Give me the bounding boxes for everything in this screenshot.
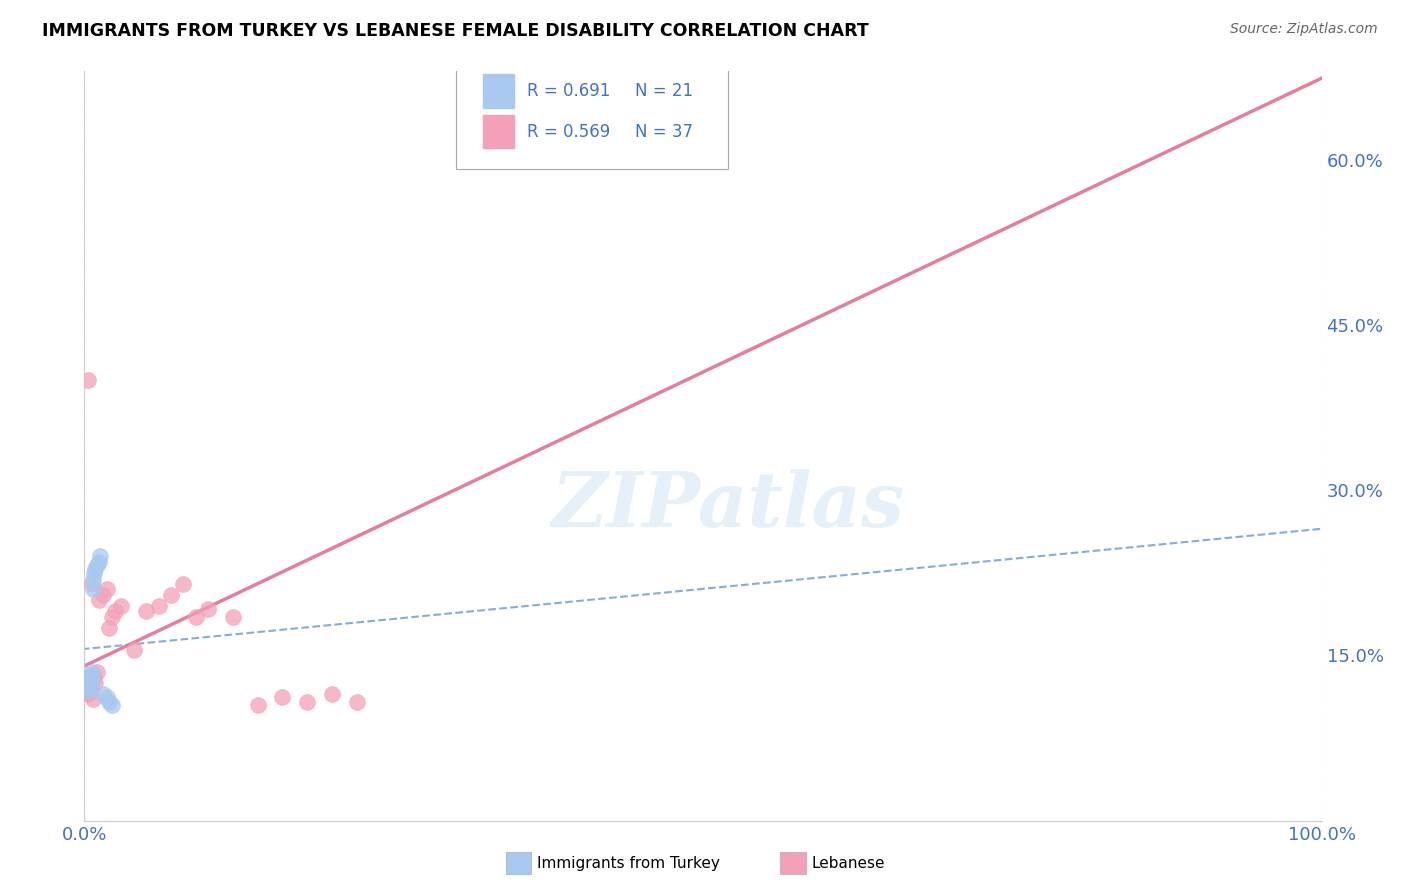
Point (76, 681, 98, 696)
Point (79, 681, 101, 696)
Point (83, 566, 105, 580)
Text: R = 0.691: R = 0.691 (527, 82, 610, 101)
Point (79, 677, 101, 691)
Point (84, 562, 107, 576)
Point (148, 599, 170, 613)
Point (77, 670, 100, 684)
Point (295, 695, 318, 709)
Point (184, 609, 207, 624)
Point (80, 665, 103, 679)
Point (80, 673, 103, 687)
Point (96, 690, 118, 705)
Point (89, 593, 111, 607)
Point (86, 558, 108, 572)
Text: ZIPatlas: ZIPatlas (551, 469, 904, 543)
Point (89, 549, 111, 564)
Point (77, 687, 100, 701)
Point (96, 582, 118, 597)
Text: Lebanese: Lebanese (811, 856, 884, 871)
FancyBboxPatch shape (482, 74, 513, 108)
Point (79, 673, 101, 687)
Point (160, 588, 183, 602)
Point (104, 604, 127, 618)
Point (86, 665, 108, 679)
Point (77, 373, 100, 387)
Point (100, 698, 122, 712)
Point (79, 668, 101, 682)
Point (91, 687, 114, 701)
Point (100, 609, 122, 624)
Point (83, 670, 105, 684)
Point (135, 604, 157, 618)
Point (82, 574, 104, 588)
Point (75, 676, 97, 690)
Point (692, 130, 714, 145)
Point (246, 698, 269, 712)
Text: Immigrants from Turkey: Immigrants from Turkey (537, 856, 720, 871)
Point (76, 676, 98, 690)
Point (122, 643, 145, 657)
Point (321, 687, 343, 701)
Point (79, 683, 101, 698)
Point (82, 582, 104, 597)
Point (79, 673, 101, 687)
Point (89, 555, 111, 569)
Point (75, 681, 97, 696)
Text: N = 37: N = 37 (636, 123, 693, 141)
Text: N = 21: N = 21 (636, 82, 693, 101)
Point (79, 674, 101, 689)
Text: Source: ZipAtlas.com: Source: ZipAtlas.com (1230, 22, 1378, 37)
Point (80, 673, 103, 687)
Point (79, 679, 101, 693)
Text: R = 0.569: R = 0.569 (527, 123, 610, 141)
Point (77, 683, 100, 698)
Point (80, 576, 103, 591)
Point (197, 602, 219, 616)
Text: IMMIGRANTS FROM TURKEY VS LEBANESE FEMALE DISABILITY CORRELATION CHART: IMMIGRANTS FROM TURKEY VS LEBANESE FEMAL… (42, 22, 869, 40)
FancyBboxPatch shape (456, 68, 728, 169)
Point (222, 609, 245, 624)
Point (76, 683, 98, 698)
Point (82, 692, 104, 706)
FancyBboxPatch shape (482, 115, 513, 148)
Point (98, 695, 121, 709)
Point (271, 690, 294, 705)
Point (172, 576, 194, 591)
Point (346, 695, 368, 709)
Point (110, 599, 132, 613)
Point (98, 621, 121, 635)
Point (84, 676, 107, 690)
Point (77, 679, 100, 693)
Point (91, 588, 114, 602)
